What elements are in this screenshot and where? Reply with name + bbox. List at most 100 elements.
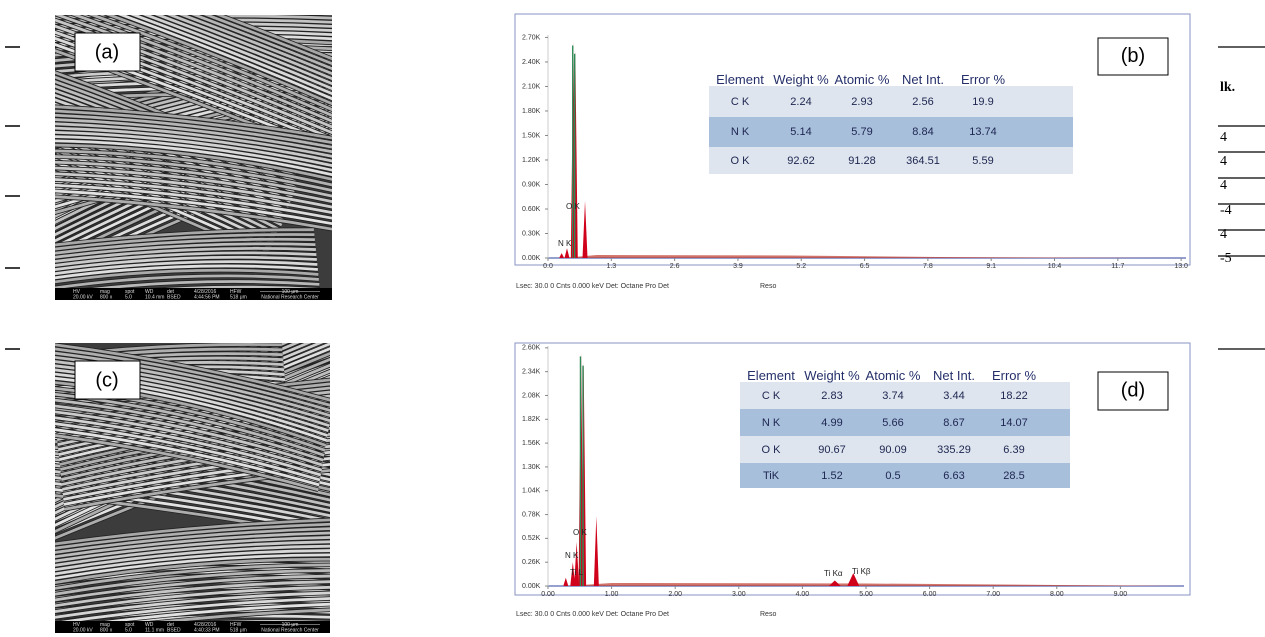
fiber	[55, 251, 317, 267]
fiber	[55, 155, 332, 192]
footer-center: National Research Center	[261, 294, 319, 300]
table-cell: 13.74	[969, 126, 997, 138]
fiber	[55, 434, 319, 492]
table-header: Element Weight % Atomic % Net Int. Error %	[709, 56, 1073, 86]
fiber	[55, 591, 330, 619]
x-tick-label: 1.00	[605, 591, 619, 598]
footer-key: det	[167, 289, 175, 295]
table-row: C K 2.83 3.74 3.44 18.22	[740, 382, 1070, 409]
table-cell: 1.52	[821, 469, 843, 482]
fiber	[160, 296, 321, 300]
footer-center: National Research Center	[261, 627, 319, 633]
table-cell: 19.9	[972, 95, 994, 108]
table-cell: 3.74	[882, 389, 904, 402]
footer-bar	[55, 621, 330, 633]
x-tick-label: 10.4	[1048, 263, 1062, 270]
x-tick-label: 4.00	[796, 591, 810, 598]
fiber-edge	[0, 304, 321, 348]
y-tick-label: 1.56K	[522, 440, 541, 447]
y-tick-label: 1.80K	[522, 108, 541, 115]
footer-value: 20.00 kV	[73, 294, 93, 300]
y-tick-label: 0.60K	[522, 206, 541, 213]
fiber	[55, 105, 332, 140]
label-box	[74, 360, 141, 400]
fragment-text: 4	[1220, 130, 1227, 145]
x-tick-label: 2.00	[668, 591, 682, 598]
y-tick-label: 0.52K	[522, 535, 541, 542]
fiber	[55, 118, 332, 154]
footer-value: 10.4 mm	[145, 294, 164, 300]
x-tick-label: 13.0	[1174, 263, 1188, 270]
fiber	[55, 149, 332, 187]
footer-key: HV	[73, 622, 81, 628]
y-tick-label: 0.00K	[522, 583, 541, 590]
fiber	[55, 260, 318, 276]
footer-value: 4:40:33 PM	[194, 627, 220, 633]
table-cell: N K	[761, 416, 781, 429]
fiber	[55, 343, 330, 402]
fiber	[55, 536, 330, 563]
table-cell: 5.14	[790, 126, 812, 138]
fiber	[63, 462, 330, 506]
fiber-edge	[17, 0, 452, 3]
y-tick-label: 1.04K	[522, 488, 541, 495]
eds-table: Element Weight % Atomic % Net Int. Error % C …	[709, 56, 1073, 174]
fiber	[55, 109, 332, 144]
fiber-edge	[18, 0, 453, 8]
peak	[593, 516, 599, 586]
fiber	[55, 189, 332, 226]
peak	[570, 562, 576, 586]
fiber	[55, 233, 315, 251]
footer-value: 800 x	[100, 294, 113, 300]
fiber	[55, 544, 330, 572]
fiber	[55, 228, 314, 247]
table-cell: C K	[761, 389, 781, 402]
fiber	[55, 15, 332, 123]
fiber	[55, 178, 332, 215]
table-row: N K 4.99 5.66 8.67 14.07	[740, 409, 1070, 436]
fiber	[55, 416, 322, 477]
fiber	[55, 553, 330, 580]
fiber	[55, 143, 332, 181]
footer-key: HFW	[230, 289, 242, 295]
fragment-text: 4	[1220, 154, 1227, 169]
y-tick-label: 0.90K	[522, 181, 541, 188]
table-cell: 5.59	[972, 154, 994, 167]
table-cell: 90.09	[879, 443, 907, 456]
footer-key: spot	[125, 622, 135, 628]
peak-label: Ti Kα	[824, 569, 843, 578]
fiber	[55, 166, 332, 203]
fiber-edge	[148, 295, 321, 300]
x-tick-label: 8.00	[1050, 591, 1064, 598]
peak-label: O K	[573, 528, 587, 537]
y-tick-label: 2.34K	[522, 368, 541, 375]
y-tick-label: 1.20K	[522, 157, 541, 164]
x-tick-label: 9.00	[1114, 591, 1128, 598]
y-tick-label: 2.10K	[522, 83, 541, 90]
table-cell: C K	[730, 95, 750, 108]
header-cell: Net Int.	[902, 72, 944, 87]
peak-label: N K	[558, 239, 572, 248]
table-cell: 2.83	[821, 389, 843, 402]
scale-label: 100 μm	[282, 289, 299, 295]
y-tick-label: 1.82K	[522, 416, 541, 423]
background-noise	[562, 255, 1186, 258]
footer-value: 20.00 kV	[73, 627, 93, 633]
fiber	[55, 268, 319, 284]
footer-value: 4:44:56 PM	[194, 294, 220, 300]
peak-label: Ti Kβ	[852, 567, 871, 576]
table-cell: 6.63	[943, 469, 965, 482]
table-cell: 2.56	[912, 95, 934, 108]
fiber	[55, 82, 332, 158]
footer-key: 4/28/2016	[194, 289, 216, 295]
table-cell: 364.51	[906, 154, 940, 167]
y-tick-label: 0.26K	[522, 559, 541, 566]
peak	[559, 253, 565, 258]
footer-value: 11.1 mm	[145, 627, 164, 633]
background-noise	[567, 583, 1184, 586]
scale-label: 100 μm	[282, 622, 299, 628]
fragment-text: 4	[1220, 227, 1227, 242]
label-box	[1097, 37, 1169, 76]
